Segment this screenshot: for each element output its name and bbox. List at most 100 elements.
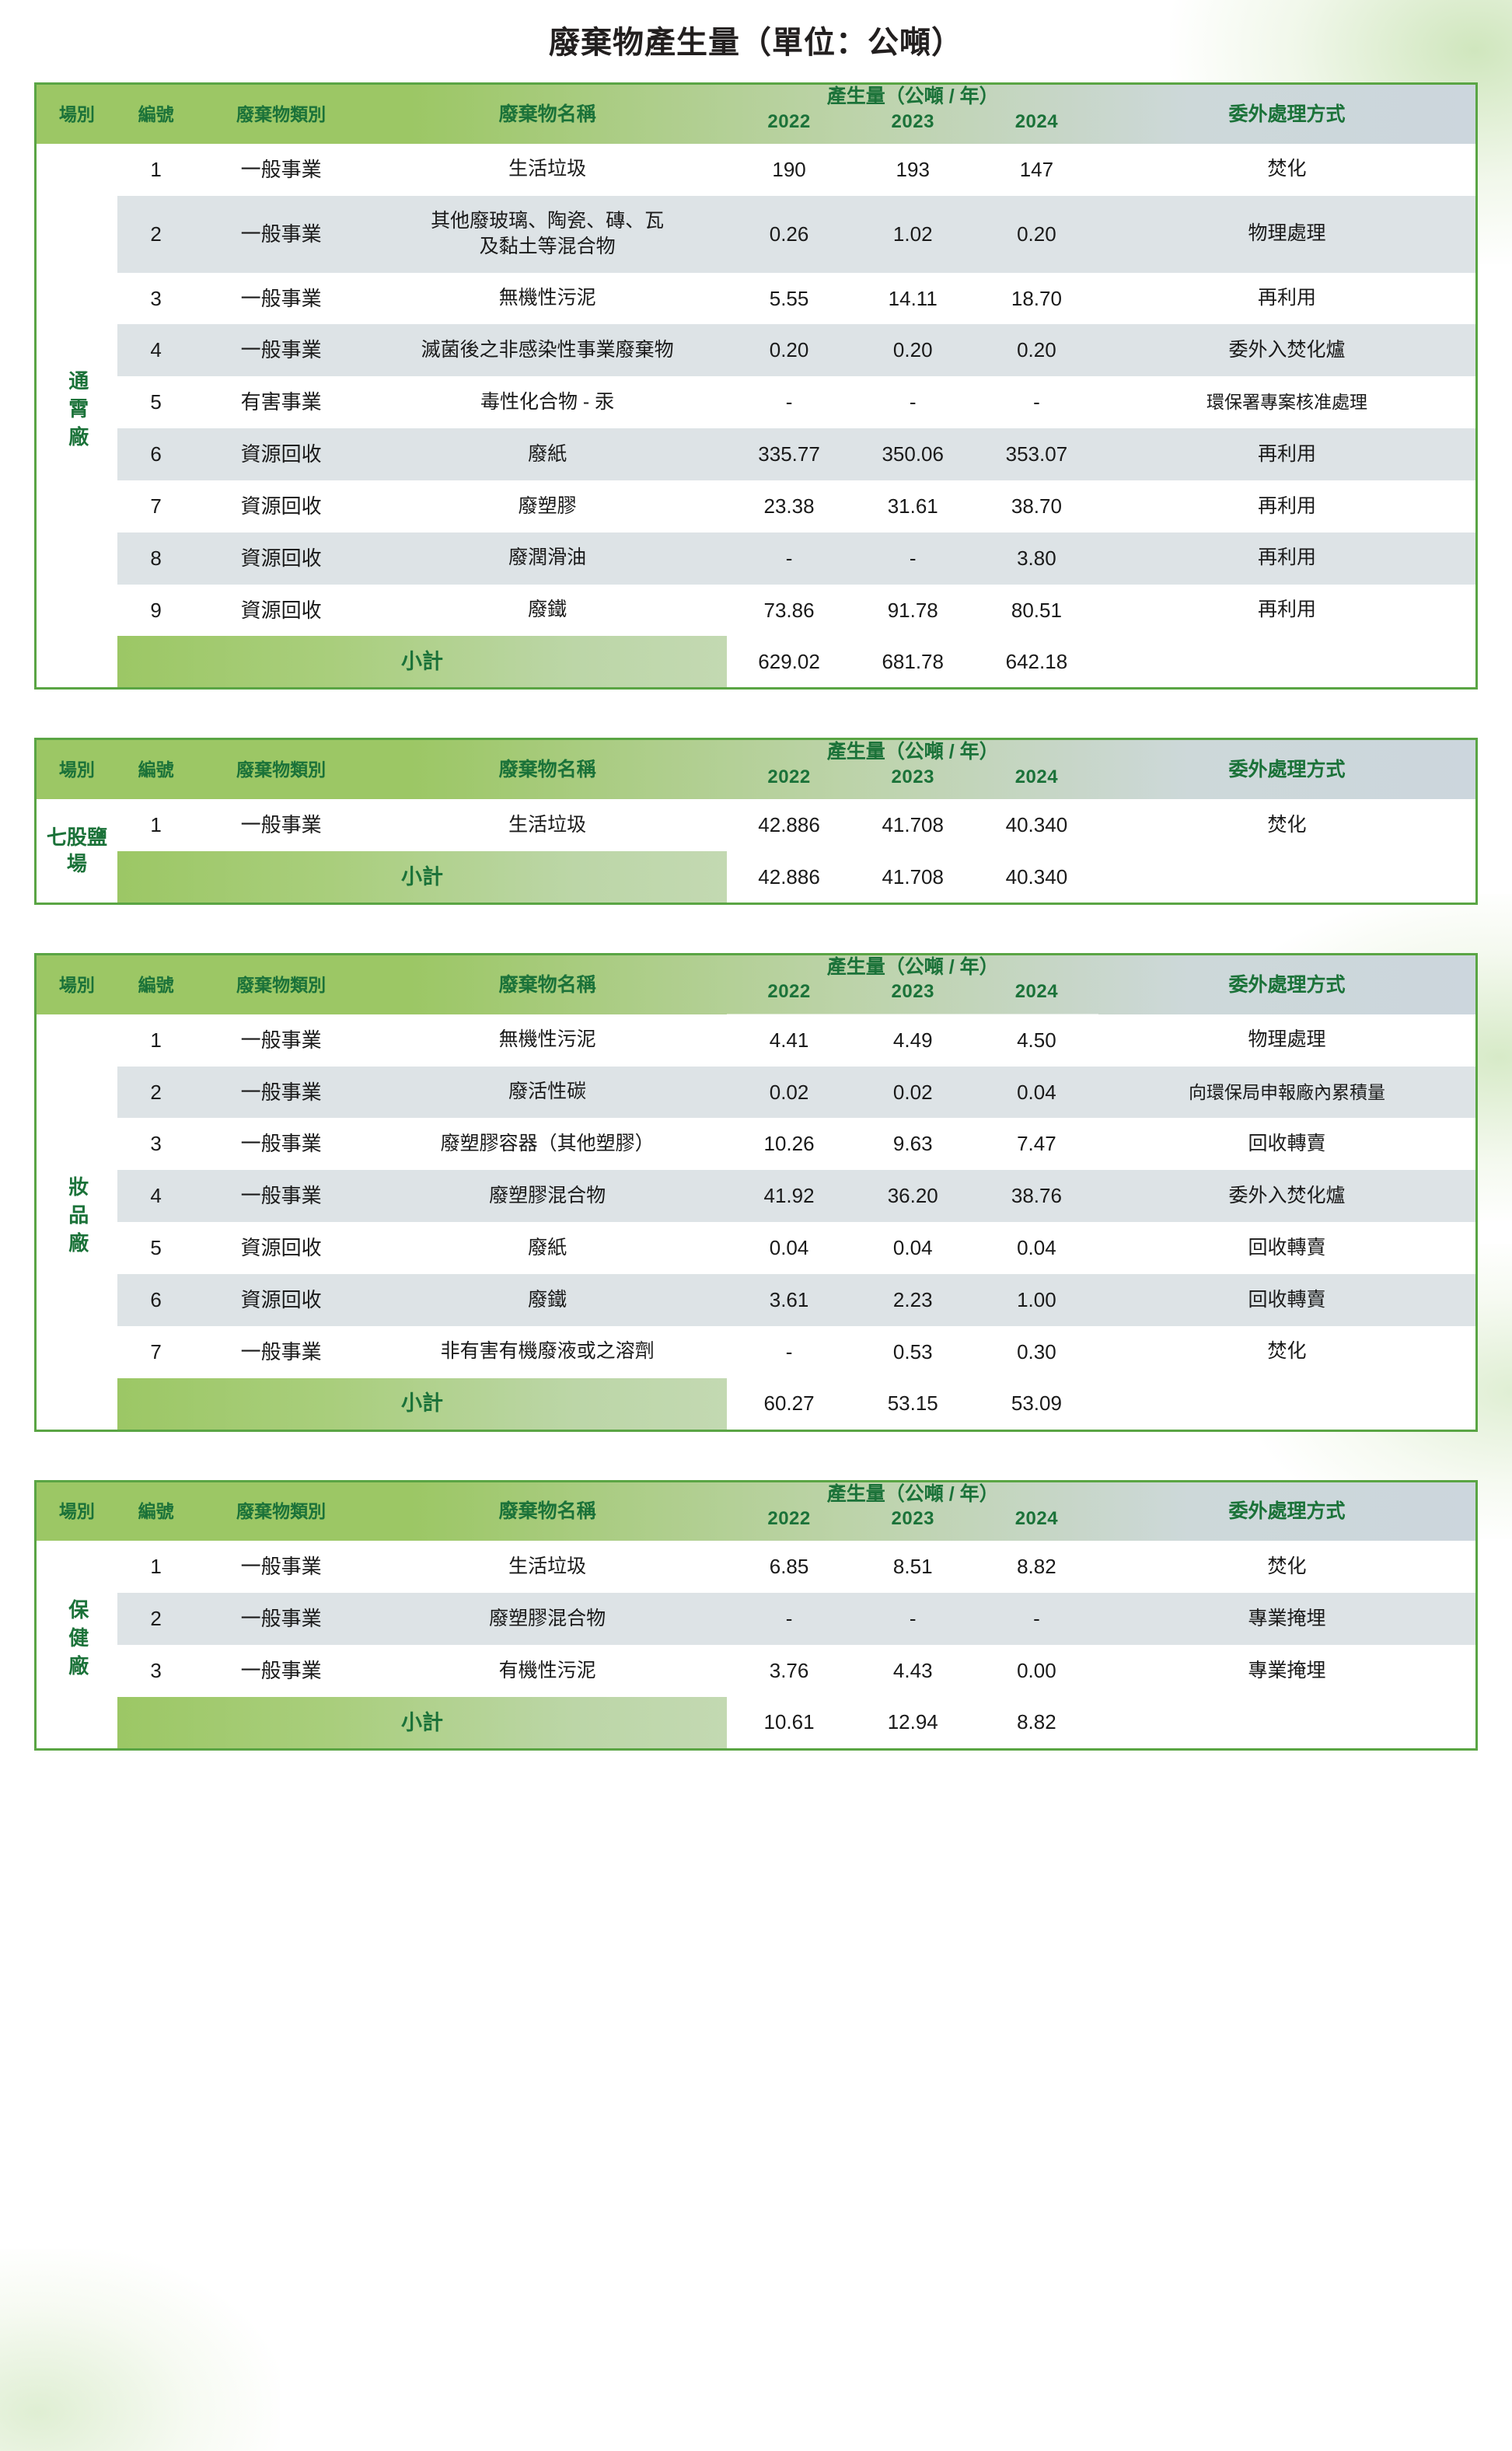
- cell-amount-2024: 80.51: [974, 584, 1098, 637]
- cell-waste-name: 廢紙: [367, 428, 728, 480]
- column-header-year-2022: 2022: [767, 766, 811, 787]
- subtotal-label: 小計: [117, 850, 728, 903]
- cell-amount-2024: 147: [974, 143, 1098, 196]
- subtotal-2022: 42.886: [727, 850, 851, 903]
- cell-amount-2022: -: [727, 532, 851, 585]
- cell-method: 再利用: [1098, 272, 1475, 325]
- cell-amount-2024: 0.04: [974, 1222, 1098, 1274]
- site-label-text: 通霄廠: [65, 370, 89, 455]
- cell-amount-2024: 353.07: [974, 428, 1098, 480]
- cell-method: 環保署專案核准處理: [1098, 376, 1475, 429]
- table-row: 妝品廠 1 一般事業 無機性污泥 4.41 4.49 4.50 物理處理: [37, 1014, 1475, 1430]
- cell-category: 一般事業: [194, 1014, 368, 1067]
- column-header-year-2022: 2022: [767, 1508, 811, 1530]
- cell-number: 3: [117, 1118, 195, 1171]
- subtotal-2024: 53.09: [974, 1377, 1098, 1430]
- column-header-year-2022: 2022: [767, 981, 811, 1003]
- cell-method: 專業掩埋: [1098, 1593, 1475, 1645]
- column-header-method: 委外處理方式: [1228, 973, 1346, 996]
- site-label-text: 妝品廠: [65, 1176, 89, 1261]
- cell-category: 一般事業: [194, 799, 368, 851]
- cell-waste-name: 無機性污泥: [367, 1014, 728, 1067]
- site-label: 妝品廠: [37, 1014, 117, 1430]
- cell-amount-2023: 0.04: [850, 1222, 975, 1274]
- cell-waste-name: 生活垃圾: [367, 799, 728, 851]
- cell-method: 委外入焚化爐: [1098, 1170, 1475, 1223]
- table-header: 場別 編號 廢棄物類別 廢棄物名稱 產生量（公噸 / 年） 委外處理方式 2022 2023 2…: [37, 955, 1475, 1014]
- subtotal-2022: 10.61: [727, 1696, 851, 1748]
- column-header-number: 編號: [138, 759, 174, 780]
- cell-amount-2023: 41.708: [850, 799, 975, 851]
- table-header: 場別 編號 廢棄物類別 廢棄物名稱 產生量（公噸 / 年） 委外處理方式 2022 2023 2…: [37, 85, 1475, 144]
- subtotal-method-blank: [1098, 1377, 1475, 1430]
- cell-number: 6: [117, 1273, 195, 1326]
- table-row: 3 一般事業 廢塑膠容器（其他塑膠） 10.26 9.63 7.47 回收轉賣: [37, 1118, 1475, 1171]
- subtotal-2023: 12.94: [850, 1696, 975, 1748]
- table-body: 保健廠 1 一般事業 生活垃圾 6.85 8.51 8.82 焚化 2 一般事業 廢塑膠混合物 - - -…: [37, 1541, 1475, 1748]
- subtotal-label: 小計: [117, 1696, 728, 1748]
- cell-method: 再利用: [1098, 480, 1475, 532]
- cell-waste-name: 廢塑膠容器（其他塑膠）: [367, 1118, 728, 1171]
- column-header-site: 場別: [58, 974, 95, 995]
- column-header-waste-name: 廢棄物名稱: [498, 103, 596, 125]
- cell-number: 1: [117, 799, 195, 851]
- table-row: 3 一般事業 有機性污泥 3.76 4.43 0.00 專業掩埋: [37, 1644, 1475, 1697]
- cell-amount-2024: 40.340: [974, 799, 1098, 851]
- cell-amount-2022: 335.77: [727, 428, 851, 480]
- cell-method: 物理處理: [1098, 195, 1475, 273]
- site-label-text: 保健廠: [65, 1599, 89, 1684]
- table-row: 9 資源回收 廢鐵 73.86 91.78 80.51 再利用: [37, 584, 1475, 637]
- table-row: 2 一般事業 其他廢玻璃、陶瓷、磚、瓦 及黏土等混合物 0.26 1.02 0.20 物理處理: [37, 195, 1475, 273]
- cell-category: 一般事業: [194, 324, 368, 377]
- cell-method: 委外入焚化爐: [1098, 324, 1475, 377]
- cell-number: 1: [117, 1541, 195, 1594]
- cell-amount-2022: 3.76: [727, 1644, 851, 1697]
- cell-amount-2023: -: [850, 532, 975, 585]
- column-header-amount: 產生量（公噸 / 年）: [826, 1482, 999, 1505]
- cell-amount-2023: 2.23: [850, 1273, 975, 1326]
- table-row: 七股鹽場 1 一般事業 生活垃圾 42.886 41.708 40.340 焚化: [37, 799, 1475, 903]
- column-header-year-2024: 2024: [1014, 110, 1059, 132]
- subtotal-row: 小計 10.61 12.94 8.82: [37, 1696, 1475, 1748]
- column-header-method: 委外處理方式: [1228, 1500, 1346, 1523]
- subtotal-label: 小計: [117, 1377, 728, 1430]
- cell-method: 再利用: [1098, 428, 1475, 480]
- table-body: 妝品廠 1 一般事業 無機性污泥 4.41 4.49 4.50 物理處理 2 一般事業 廢活性碳 0.…: [37, 1014, 1475, 1430]
- table-row: 4 一般事業 滅菌後之非感染性事業廢棄物 0.20 0.20 0.20 委外入焚化爐: [37, 324, 1475, 377]
- column-header-site: 場別: [58, 759, 95, 780]
- cell-amount-2022: -: [727, 1325, 851, 1378]
- cell-number: 4: [117, 324, 195, 377]
- cell-amount-2023: 91.78: [850, 584, 975, 637]
- cell-amount-2024: 0.20: [974, 195, 1098, 273]
- waste-table-3: 場別 編號 廢棄物類別 廢棄物名稱 產生量（公噸 / 年） 委外處理方式 2022 2023 2…: [34, 952, 1478, 1432]
- cell-category: 資源回收: [194, 1273, 368, 1326]
- cell-waste-name: 廢鐵: [367, 584, 728, 637]
- cell-category: 有害事業: [194, 376, 368, 429]
- cell-amount-2024: 7.47: [974, 1118, 1098, 1171]
- waste-table: 場別 編號 廢棄物類別 廢棄物名稱 產生量（公噸 / 年） 委外處理方式 2022 2023 2…: [37, 1482, 1475, 1748]
- column-header-amount: 產生量（公噸 / 年）: [826, 741, 999, 763]
- column-header-site: 場別: [58, 103, 95, 124]
- table-row: 4 一般事業 廢塑膠混合物 41.92 36.20 38.76 委外入焚化爐: [37, 1170, 1475, 1223]
- cell-amount-2023: 0.53: [850, 1325, 975, 1378]
- cell-amount-2024: 38.76: [974, 1170, 1098, 1223]
- decorative-glow-bottom-left: [0, 2249, 280, 2451]
- cell-method: 焚化: [1098, 1325, 1475, 1378]
- cell-waste-name: 毒性化合物 - 汞: [367, 376, 728, 429]
- table-row: 2 一般事業 廢活性碳 0.02 0.02 0.04 向環保局申報廠內累積量: [37, 1066, 1475, 1119]
- cell-method: 焚化: [1098, 799, 1475, 851]
- cell-amount-2022: 73.86: [727, 584, 851, 637]
- subtotal-method-blank: [1098, 636, 1475, 688]
- cell-amount-2024: 18.70: [974, 272, 1098, 325]
- cell-amount-2022: 0.26: [727, 195, 851, 273]
- cell-number: 3: [117, 1644, 195, 1697]
- cell-amount-2023: 8.51: [850, 1541, 975, 1594]
- cell-number: 2: [117, 1593, 195, 1645]
- column-header-year-2024: 2024: [1014, 981, 1059, 1003]
- cell-category: 一般事業: [194, 1325, 368, 1378]
- cell-amount-2022: 0.20: [727, 324, 851, 377]
- cell-amount-2022: 42.886: [727, 799, 851, 851]
- cell-method: 焚化: [1098, 143, 1475, 196]
- table-row: 7 一般事業 非有害有機廢液或之溶劑 -0.53 0.30 焚化: [37, 1325, 1475, 1378]
- cell-category: 資源回收: [194, 532, 368, 585]
